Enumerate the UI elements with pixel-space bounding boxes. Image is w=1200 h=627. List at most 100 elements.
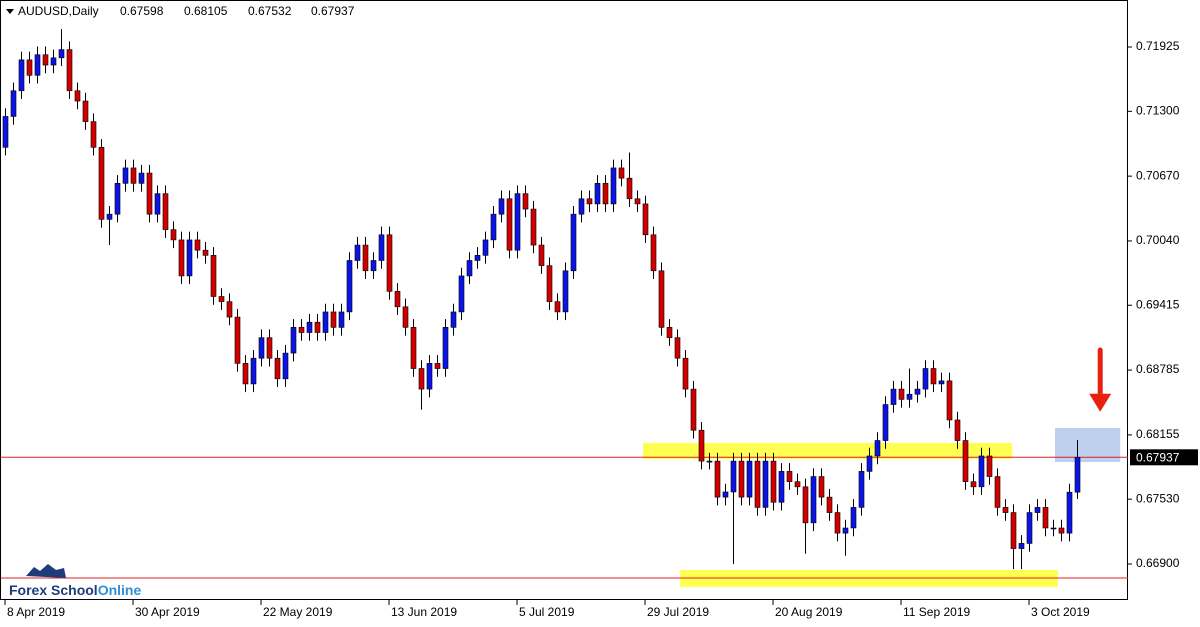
candle-body	[618, 167, 625, 179]
candle-body	[658, 270, 665, 328]
candle-body	[554, 301, 561, 313]
header-close: 0.67937	[311, 4, 355, 18]
candle-body	[506, 198, 513, 251]
y-tick-label: 0.71925	[1136, 39, 1180, 53]
candle-body	[26, 59, 33, 76]
candle-body	[946, 380, 953, 421]
candle-body	[378, 234, 385, 261]
candle-body	[458, 275, 465, 313]
candle-body	[1042, 507, 1049, 529]
candle-body	[410, 327, 417, 369]
candle-body	[810, 476, 817, 524]
candle-body	[2, 116, 9, 148]
candle-body	[330, 311, 337, 328]
candle-body	[218, 296, 225, 302]
x-tick-label: 29 Jul 2019	[647, 605, 709, 619]
candle-body	[986, 455, 993, 477]
zone	[643, 443, 1013, 459]
candle-body	[970, 481, 977, 488]
candle-body	[746, 460, 753, 498]
y-tick-label: 0.71300	[1136, 103, 1180, 117]
candle-body	[290, 327, 297, 354]
candle-body	[10, 90, 17, 117]
candle-body	[426, 363, 433, 390]
candle-body	[642, 203, 649, 236]
candle-body	[186, 239, 193, 277]
logo-text-main: Forex School	[9, 582, 98, 598]
x-tick-label: 20 Aug 2019	[775, 605, 843, 619]
zone	[680, 569, 1058, 588]
candle-body	[314, 321, 321, 333]
candle-body	[226, 301, 233, 318]
candle-body	[338, 311, 345, 328]
candle-body	[722, 491, 729, 498]
chart-title: AUDUSD,Daily	[18, 4, 99, 18]
candle-body	[794, 481, 801, 488]
candle-body	[194, 239, 201, 251]
candle-body	[306, 321, 313, 333]
candle-body	[802, 486, 809, 524]
x-tick-label: 22 May 2019	[263, 605, 333, 619]
x-tick-label: 13 Jun 2019	[391, 605, 457, 619]
candle-body	[602, 183, 609, 205]
candle-body	[650, 234, 657, 272]
candle-body	[146, 172, 153, 215]
candle-body	[42, 54, 49, 66]
candle-body	[594, 183, 601, 205]
candle-body	[714, 460, 721, 498]
candle-body	[914, 388, 921, 395]
candle-body	[522, 193, 529, 210]
candle-body	[674, 337, 681, 359]
candle-body	[138, 172, 145, 184]
y-tick-label: 0.68785	[1136, 362, 1180, 376]
candle-body	[570, 213, 577, 272]
candle-body	[450, 311, 457, 328]
x-tick-label: 30 Apr 2019	[135, 605, 200, 619]
zone	[1055, 427, 1121, 463]
candle-body	[634, 198, 641, 205]
candle-body	[122, 167, 129, 184]
x-tick-label: 8 Apr 2019	[7, 605, 65, 619]
candle-body	[66, 49, 73, 92]
candle-body	[274, 357, 281, 380]
candle-body	[162, 193, 169, 230]
candle-body	[938, 380, 945, 385]
y-tick-label: 0.67530	[1136, 491, 1180, 505]
candle-body	[698, 429, 705, 462]
candle-body	[298, 327, 305, 333]
menu-triangle	[6, 9, 14, 14]
candle-body	[1058, 527, 1065, 534]
candle-body	[978, 455, 985, 488]
logo: Forex SchoolOnline	[9, 564, 141, 598]
x-tick-label: 11 Sep 2019	[903, 605, 970, 619]
candle-body	[106, 213, 113, 220]
x-tick-label: 3 Oct 2019	[1031, 605, 1090, 619]
candle-body	[74, 90, 81, 102]
candle-body	[1034, 507, 1041, 513]
candle-body	[1066, 491, 1073, 534]
candle-body	[770, 460, 777, 503]
candle-body	[826, 496, 833, 513]
candle-body	[178, 239, 185, 277]
candle-body	[922, 368, 929, 390]
candle-body	[442, 327, 449, 369]
logo-text-accent: Online	[98, 582, 142, 598]
candle-body	[354, 244, 361, 261]
candle-body	[578, 198, 585, 215]
candle-body	[626, 177, 633, 200]
candle-body	[834, 512, 841, 534]
arrow-head	[1089, 393, 1112, 412]
candle-body	[402, 306, 409, 328]
candle-body	[890, 388, 897, 405]
candle-body	[434, 363, 441, 369]
candle-body	[786, 471, 793, 482]
candle-body	[898, 388, 905, 400]
candle-body	[210, 255, 217, 297]
candle-body	[466, 260, 473, 277]
header-high: 0.68105	[184, 4, 228, 18]
candle-body	[394, 291, 401, 308]
candle-body	[82, 100, 89, 122]
candle-body	[778, 471, 785, 503]
candle-body	[530, 208, 537, 246]
